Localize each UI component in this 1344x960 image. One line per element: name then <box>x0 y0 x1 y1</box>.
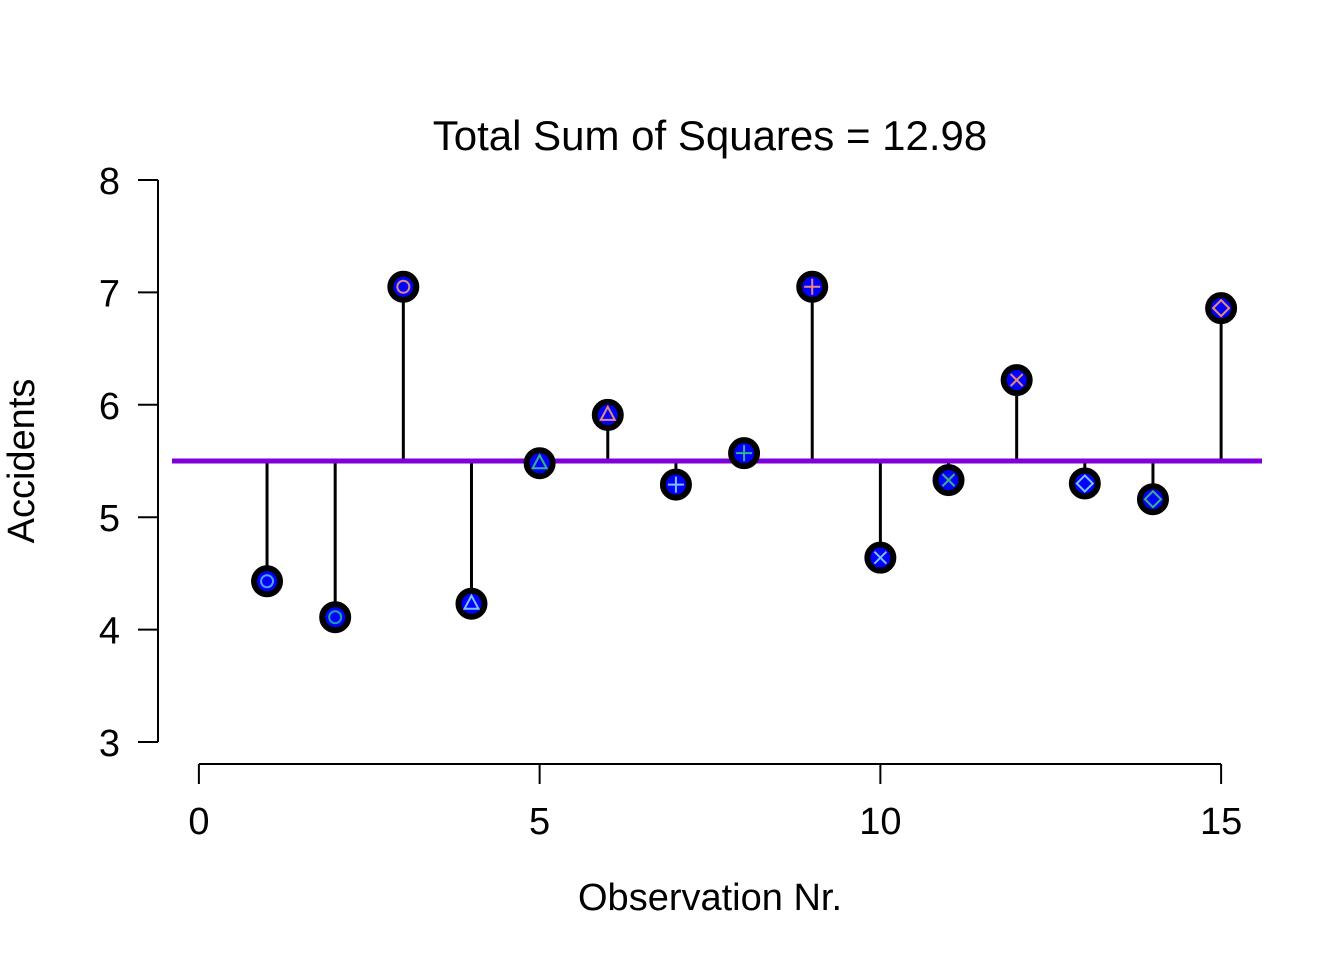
point-marker <box>319 601 352 634</box>
data-point-13 <box>1068 467 1101 500</box>
y-tick-label-7: 7 <box>99 273 120 315</box>
point-marker <box>455 587 488 620</box>
point-marker <box>387 270 420 303</box>
point-marker <box>251 565 284 598</box>
triangle-glyph <box>530 453 549 470</box>
x-tick-label-5: 5 <box>529 801 550 843</box>
data-point-15 <box>1205 292 1238 325</box>
cross-glyph <box>1009 373 1024 387</box>
y-tick-label-4: 4 <box>99 611 120 653</box>
diamond-glyph <box>1143 489 1163 509</box>
triangle-glyph <box>462 593 481 610</box>
data-point-2 <box>319 601 352 634</box>
y-tick-label-6: 6 <box>99 386 120 428</box>
data-point-7 <box>659 468 692 501</box>
y-axis-label: Accidents <box>1 379 43 544</box>
data-point-11 <box>932 464 965 497</box>
data-point-5 <box>523 447 556 480</box>
diamond-glyph <box>1211 298 1231 318</box>
data-point-10 <box>864 541 897 574</box>
x-tick-label-0: 0 <box>188 801 209 843</box>
plus-glyph <box>736 445 753 462</box>
data-point-3 <box>387 270 420 303</box>
x-axis: 0 5 10 15 <box>188 763 1242 843</box>
chart-title: Total Sum of Squares = 12.98 <box>433 112 988 159</box>
x-tick-label-10: 10 <box>859 801 901 843</box>
y-tick-label-5: 5 <box>99 498 120 540</box>
circle-glyph <box>396 279 411 294</box>
cross-glyph <box>873 550 888 565</box>
data-point-1 <box>251 565 284 598</box>
point-marker <box>1136 483 1169 516</box>
data-point-14 <box>1136 483 1169 516</box>
point-marker <box>1205 292 1238 325</box>
cross-glyph <box>941 473 956 487</box>
data-point-4 <box>455 587 488 620</box>
circle-glyph <box>328 610 343 625</box>
point-marker <box>523 447 556 480</box>
data-point-12 <box>1000 364 1033 397</box>
circle-glyph <box>260 574 275 589</box>
data-point-9 <box>796 270 829 303</box>
plus-glyph <box>667 476 684 493</box>
y-tick-label-3: 3 <box>99 723 120 765</box>
point-marker <box>1068 467 1101 500</box>
point-marker <box>591 398 624 431</box>
y-axis: 3 4 5 6 7 8 <box>99 161 159 765</box>
data-points <box>251 270 1238 634</box>
y-tick-label-8: 8 <box>99 161 120 203</box>
diamond-glyph <box>1075 474 1095 493</box>
x-tick-label-15: 15 <box>1200 801 1242 843</box>
data-point-8 <box>728 437 761 470</box>
x-axis-label: Observation Nr. <box>578 877 842 919</box>
data-point-6 <box>591 398 624 431</box>
plus-glyph <box>804 278 821 295</box>
triangle-glyph <box>599 404 617 421</box>
